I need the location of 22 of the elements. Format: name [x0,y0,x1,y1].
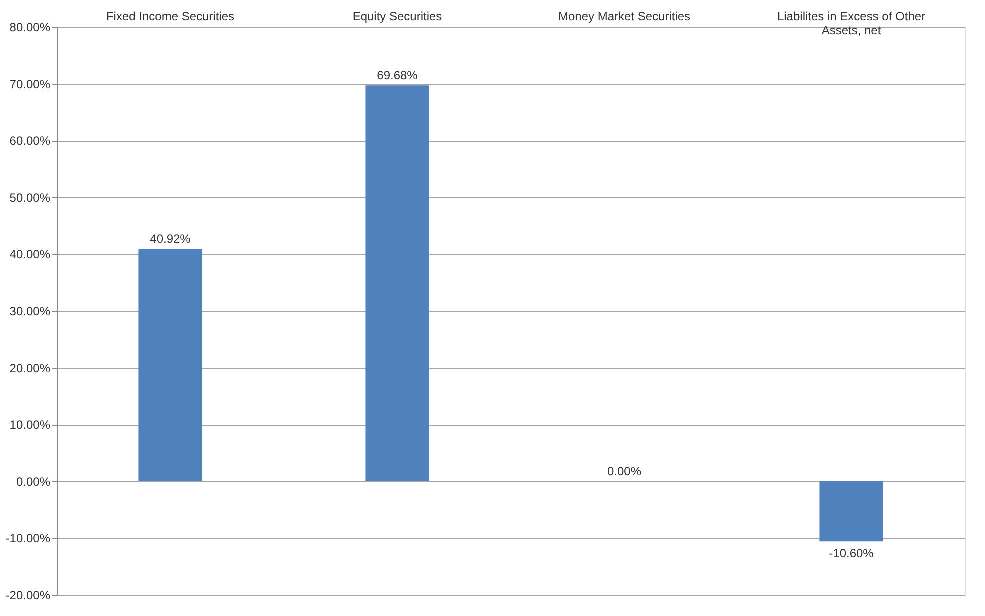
data-label: 40.92% [150,232,192,246]
y-tick-label: -10.00% [6,532,51,546]
y-tick-label: 40.00% [10,248,51,262]
data-label: 69.68% [377,68,418,83]
x-tick-label: Equity Securities [352,10,442,24]
y-tick-label: -20.00% [6,588,51,602]
y-tick-label: 20.00% [10,361,51,376]
bar [366,86,430,482]
y-tick-label: 60.00% [10,134,51,148]
y-tick-label: 80.00% [10,20,51,34]
y-tick-label: 10.00% [10,418,51,432]
y-tick-label: 0.00% [16,474,51,489]
y-tick-label: 70.00% [10,77,51,92]
data-label: -10.60% [829,546,874,561]
x-tick-label: Fixed Income Securities [106,10,235,24]
data-label: 0.00% [607,464,642,478]
x-tick-label: Liabilites in Excess of Other Assets, net [777,10,926,38]
bar [138,248,202,482]
x-tick-label: Money Market Securities [558,10,691,24]
y-tick-label: 50.00% [10,190,51,205]
y-tick-label: 30.00% [10,304,51,318]
bar [820,481,884,542]
